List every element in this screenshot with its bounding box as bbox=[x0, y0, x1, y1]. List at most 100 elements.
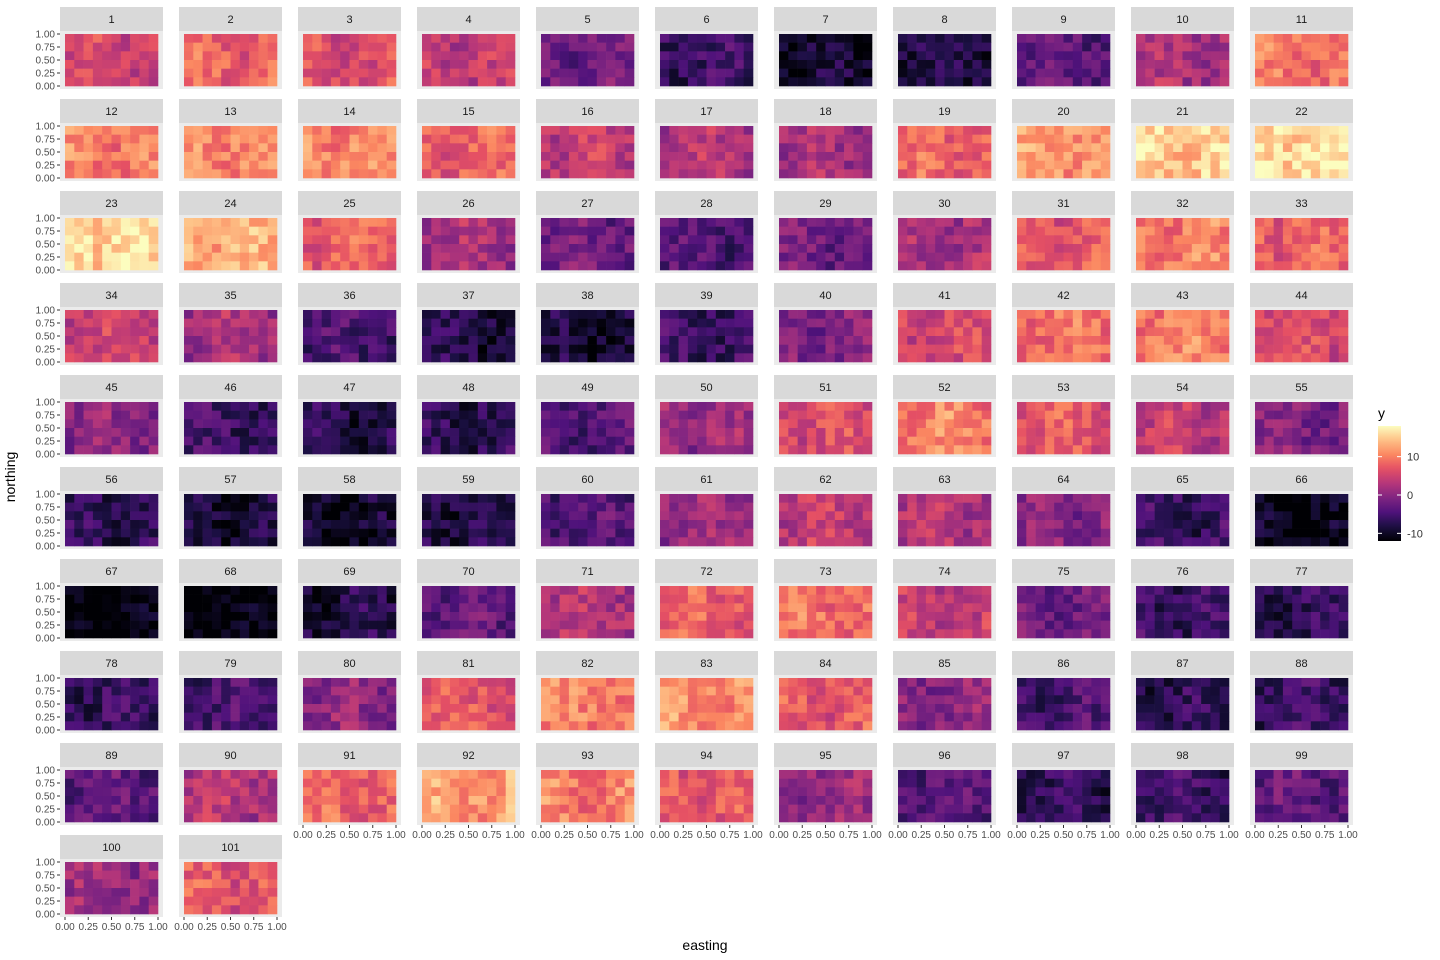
heat-tile bbox=[477, 34, 488, 43]
heat-tile bbox=[202, 336, 213, 345]
heat-tile bbox=[258, 68, 268, 78]
heat-tile bbox=[440, 152, 451, 161]
heat-tile bbox=[330, 126, 341, 135]
heat-tile bbox=[1310, 134, 1321, 144]
heat-tile bbox=[953, 327, 964, 337]
heat-tile bbox=[92, 310, 103, 319]
heat-tile bbox=[1136, 134, 1146, 144]
heat-tile bbox=[1072, 586, 1083, 595]
heat-tile bbox=[743, 629, 754, 639]
heat-tile bbox=[550, 318, 560, 328]
heat-tile bbox=[459, 160, 469, 170]
heat-tile bbox=[303, 612, 313, 621]
heat-tile bbox=[743, 160, 754, 170]
heat-tile bbox=[422, 318, 432, 328]
heat-tile bbox=[1273, 528, 1284, 538]
heat-tile bbox=[368, 511, 378, 521]
heat-tile bbox=[1145, 68, 1155, 78]
heat-tile bbox=[368, 419, 378, 429]
heat-tile bbox=[1054, 528, 1064, 538]
heat-tile bbox=[935, 445, 945, 455]
heat-tile bbox=[1026, 134, 1036, 144]
heat-tile bbox=[559, 42, 570, 52]
heat-tile bbox=[312, 353, 322, 363]
heat-tile bbox=[587, 152, 598, 161]
heat-tile bbox=[1273, 511, 1284, 521]
heat-tile bbox=[377, 445, 387, 455]
heat-tile bbox=[65, 68, 75, 78]
heat-tile bbox=[386, 244, 397, 253]
heat-tile bbox=[496, 42, 506, 52]
heat-tile bbox=[1072, 226, 1083, 236]
heat-tile bbox=[925, 612, 936, 621]
heat-tile bbox=[468, 537, 479, 547]
facet-panel: 9 bbox=[1012, 7, 1115, 89]
heat-tile bbox=[258, 77, 268, 87]
heat-tile bbox=[972, 445, 982, 455]
heat-tile bbox=[321, 502, 332, 512]
heat-tile bbox=[1136, 143, 1146, 153]
heat-tile bbox=[734, 603, 744, 613]
heat-tile bbox=[92, 603, 103, 613]
facet-label: 50 bbox=[700, 382, 712, 394]
heat-tile bbox=[1072, 77, 1083, 87]
heat-tile bbox=[734, 261, 744, 271]
heat-tile bbox=[907, 244, 917, 253]
heat-tile bbox=[825, 218, 836, 227]
heat-tile bbox=[321, 520, 332, 529]
heat-tile bbox=[862, 537, 873, 547]
heat-tile bbox=[468, 235, 479, 245]
heat-tile bbox=[211, 336, 222, 345]
heat-tile bbox=[697, 402, 707, 411]
facet-panel: 65 bbox=[1131, 467, 1234, 549]
heat-tile bbox=[953, 152, 964, 161]
heat-tile bbox=[239, 252, 250, 262]
heat-tile bbox=[422, 60, 432, 69]
heat-tile bbox=[1320, 428, 1330, 437]
heat-tile bbox=[853, 410, 863, 420]
heat-tile bbox=[431, 218, 441, 227]
heat-tile bbox=[230, 629, 241, 639]
heat-tile bbox=[120, 77, 131, 87]
heat-tile bbox=[944, 520, 955, 529]
heat-tile bbox=[788, 235, 798, 245]
heat-tile bbox=[1163, 528, 1174, 538]
facet-strip bbox=[60, 191, 163, 215]
heat-tile bbox=[935, 612, 945, 621]
heat-tile bbox=[606, 252, 616, 262]
heat-tile bbox=[715, 594, 726, 604]
heat-tile bbox=[916, 594, 927, 604]
heat-tile bbox=[907, 218, 917, 227]
heat-tile bbox=[972, 528, 982, 538]
heat-tile bbox=[816, 68, 826, 78]
heat-tile bbox=[312, 436, 322, 446]
heat-tile bbox=[330, 419, 341, 429]
heat-tile bbox=[1136, 528, 1146, 538]
heat-tile bbox=[1282, 169, 1293, 179]
heat-tile bbox=[1191, 629, 1202, 639]
heat-tile bbox=[578, 327, 588, 337]
heat-tile bbox=[431, 51, 441, 61]
heat-tile bbox=[550, 629, 560, 639]
heat-tile bbox=[130, 134, 140, 144]
heat-tile bbox=[1091, 126, 1101, 135]
heat-tile bbox=[944, 134, 955, 144]
heat-tile bbox=[678, 51, 689, 61]
heat-tile bbox=[944, 235, 955, 245]
heat-tile bbox=[1044, 410, 1055, 420]
heat-tile bbox=[1173, 428, 1183, 437]
heat-tile bbox=[487, 436, 497, 446]
heat-tile bbox=[1210, 410, 1220, 420]
heat-tile bbox=[578, 218, 588, 227]
heat-tile bbox=[422, 537, 432, 547]
facet-panel: 2 bbox=[179, 7, 282, 89]
heat-tile bbox=[1273, 310, 1284, 319]
heat-tile bbox=[321, 169, 332, 179]
heat-tile bbox=[221, 410, 231, 420]
heat-tile bbox=[1329, 244, 1339, 253]
heat-tile bbox=[1035, 42, 1046, 52]
heat-tile bbox=[321, 494, 332, 503]
heat-tile bbox=[715, 511, 726, 521]
heat-tile bbox=[624, 353, 635, 363]
heat-tile bbox=[779, 594, 789, 604]
